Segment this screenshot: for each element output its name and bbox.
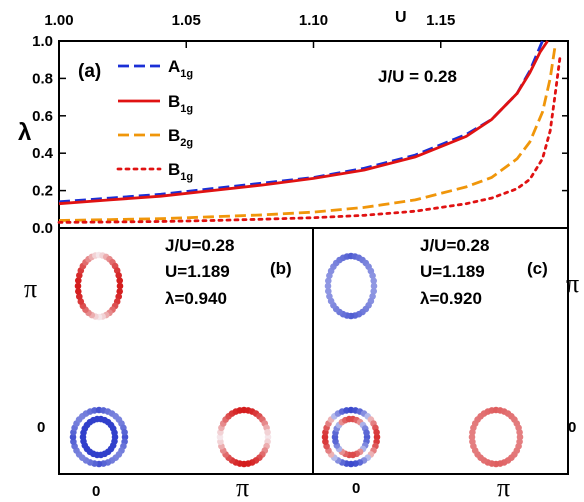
pocket-point [516,429,523,436]
y-tick-label: 0.2 [32,183,53,200]
panel-b-line-2: U=1.189 [165,262,230,281]
pocket-point [370,282,378,290]
pocket-point [111,429,118,437]
pocket-point [370,277,378,285]
pocket-point [76,293,83,300]
x-tick-label: 1.15 [426,12,455,29]
pocket-b-gamma-outer [69,406,129,468]
panel-c-y-tick-pi: π [566,269,579,298]
pocket-b-gamma-inner [79,415,119,459]
fermi-pockets [69,251,524,468]
y-axis-label: λ [18,119,31,146]
pocket-c-x [468,406,524,468]
pocket-point [121,429,128,436]
y-tick-label: 1.0 [32,33,53,50]
panel-b-x-tick-0: 0 [92,483,100,500]
pocket-point [116,288,123,295]
pocket-c-gamma-inner [331,415,371,459]
panel-c-line-3: λ=0.920 [420,289,482,308]
series-line-B2g [58,44,557,222]
pocket-point [264,429,271,436]
panel-b-line-1: J/U=0.28 [165,236,234,255]
series-line-B1g_dotted [57,52,562,224]
panel-a-ticks: 1.00 1.05 1.10 1.15 0.0 0.2 0.4 0.6 0.8 1.0 [32,12,568,237]
legend-label-B1g_solid: B1g [168,92,193,115]
y-tick-label: 0.4 [32,145,54,162]
panel-c-line-2: U=1.189 [420,262,485,281]
pocket-point [373,429,380,436]
pocket-point [75,277,82,284]
panel-b-line-3: λ=0.940 [165,289,227,308]
legend-label-A1g: A1g [168,57,193,80]
x-tick-label: 1.00 [44,12,73,29]
panel-a-annotation: J/U = 0.28 [378,67,457,86]
panel-b-y-tick-0: 0 [37,419,45,436]
panel-c-x-tick-0: 0 [352,480,360,497]
panel-c-label: (c) [527,259,548,278]
panel-c-line-1: J/U=0.28 [420,236,489,255]
legend-label-B1g_dotted: B1g [168,160,193,183]
pocket-point [369,272,376,280]
series-line-B1g_solid [58,40,549,206]
pocket-c-y [324,252,378,320]
pocket-c-gamma-outer [321,406,381,468]
pocket-point [116,282,124,290]
pocket-point [363,429,370,437]
legend: A1g B1g B2g B1g [116,57,193,183]
panel-b-label: (b) [270,259,292,278]
y-tick-label: 0.0 [32,220,53,237]
pocket-point [74,282,82,290]
pocket-point [75,288,82,295]
panel-a-series [57,40,562,224]
pocket-point [324,282,332,290]
x-tick-label: 1.05 [172,12,201,29]
legend-label-B2g: B2g [168,126,193,149]
pocket-b-y [74,251,124,321]
x-tick-label: 1.10 [299,12,328,29]
y-tick-label: 0.6 [32,108,53,125]
pocket-point [116,277,123,284]
panel-a-label: (a) [78,61,101,82]
y-tick-label: 0.8 [32,70,53,87]
panel-c-x-tick-pi: π [497,473,510,502]
pocket-b-x [216,406,272,468]
panel-b-y-tick-pi: π [24,274,37,303]
pocket-point [325,277,332,285]
x-axis-label: U [395,9,407,26]
series-line-A1g [58,40,544,204]
pocket-point [115,272,122,279]
panel-c-frame [312,227,569,475]
panel-b-x-tick-pi: π [236,473,249,502]
pocket-point [326,293,333,300]
panel-c-y-tick-0: 0 [568,419,576,436]
pocket-point [325,287,332,295]
pocket-point [370,287,378,295]
